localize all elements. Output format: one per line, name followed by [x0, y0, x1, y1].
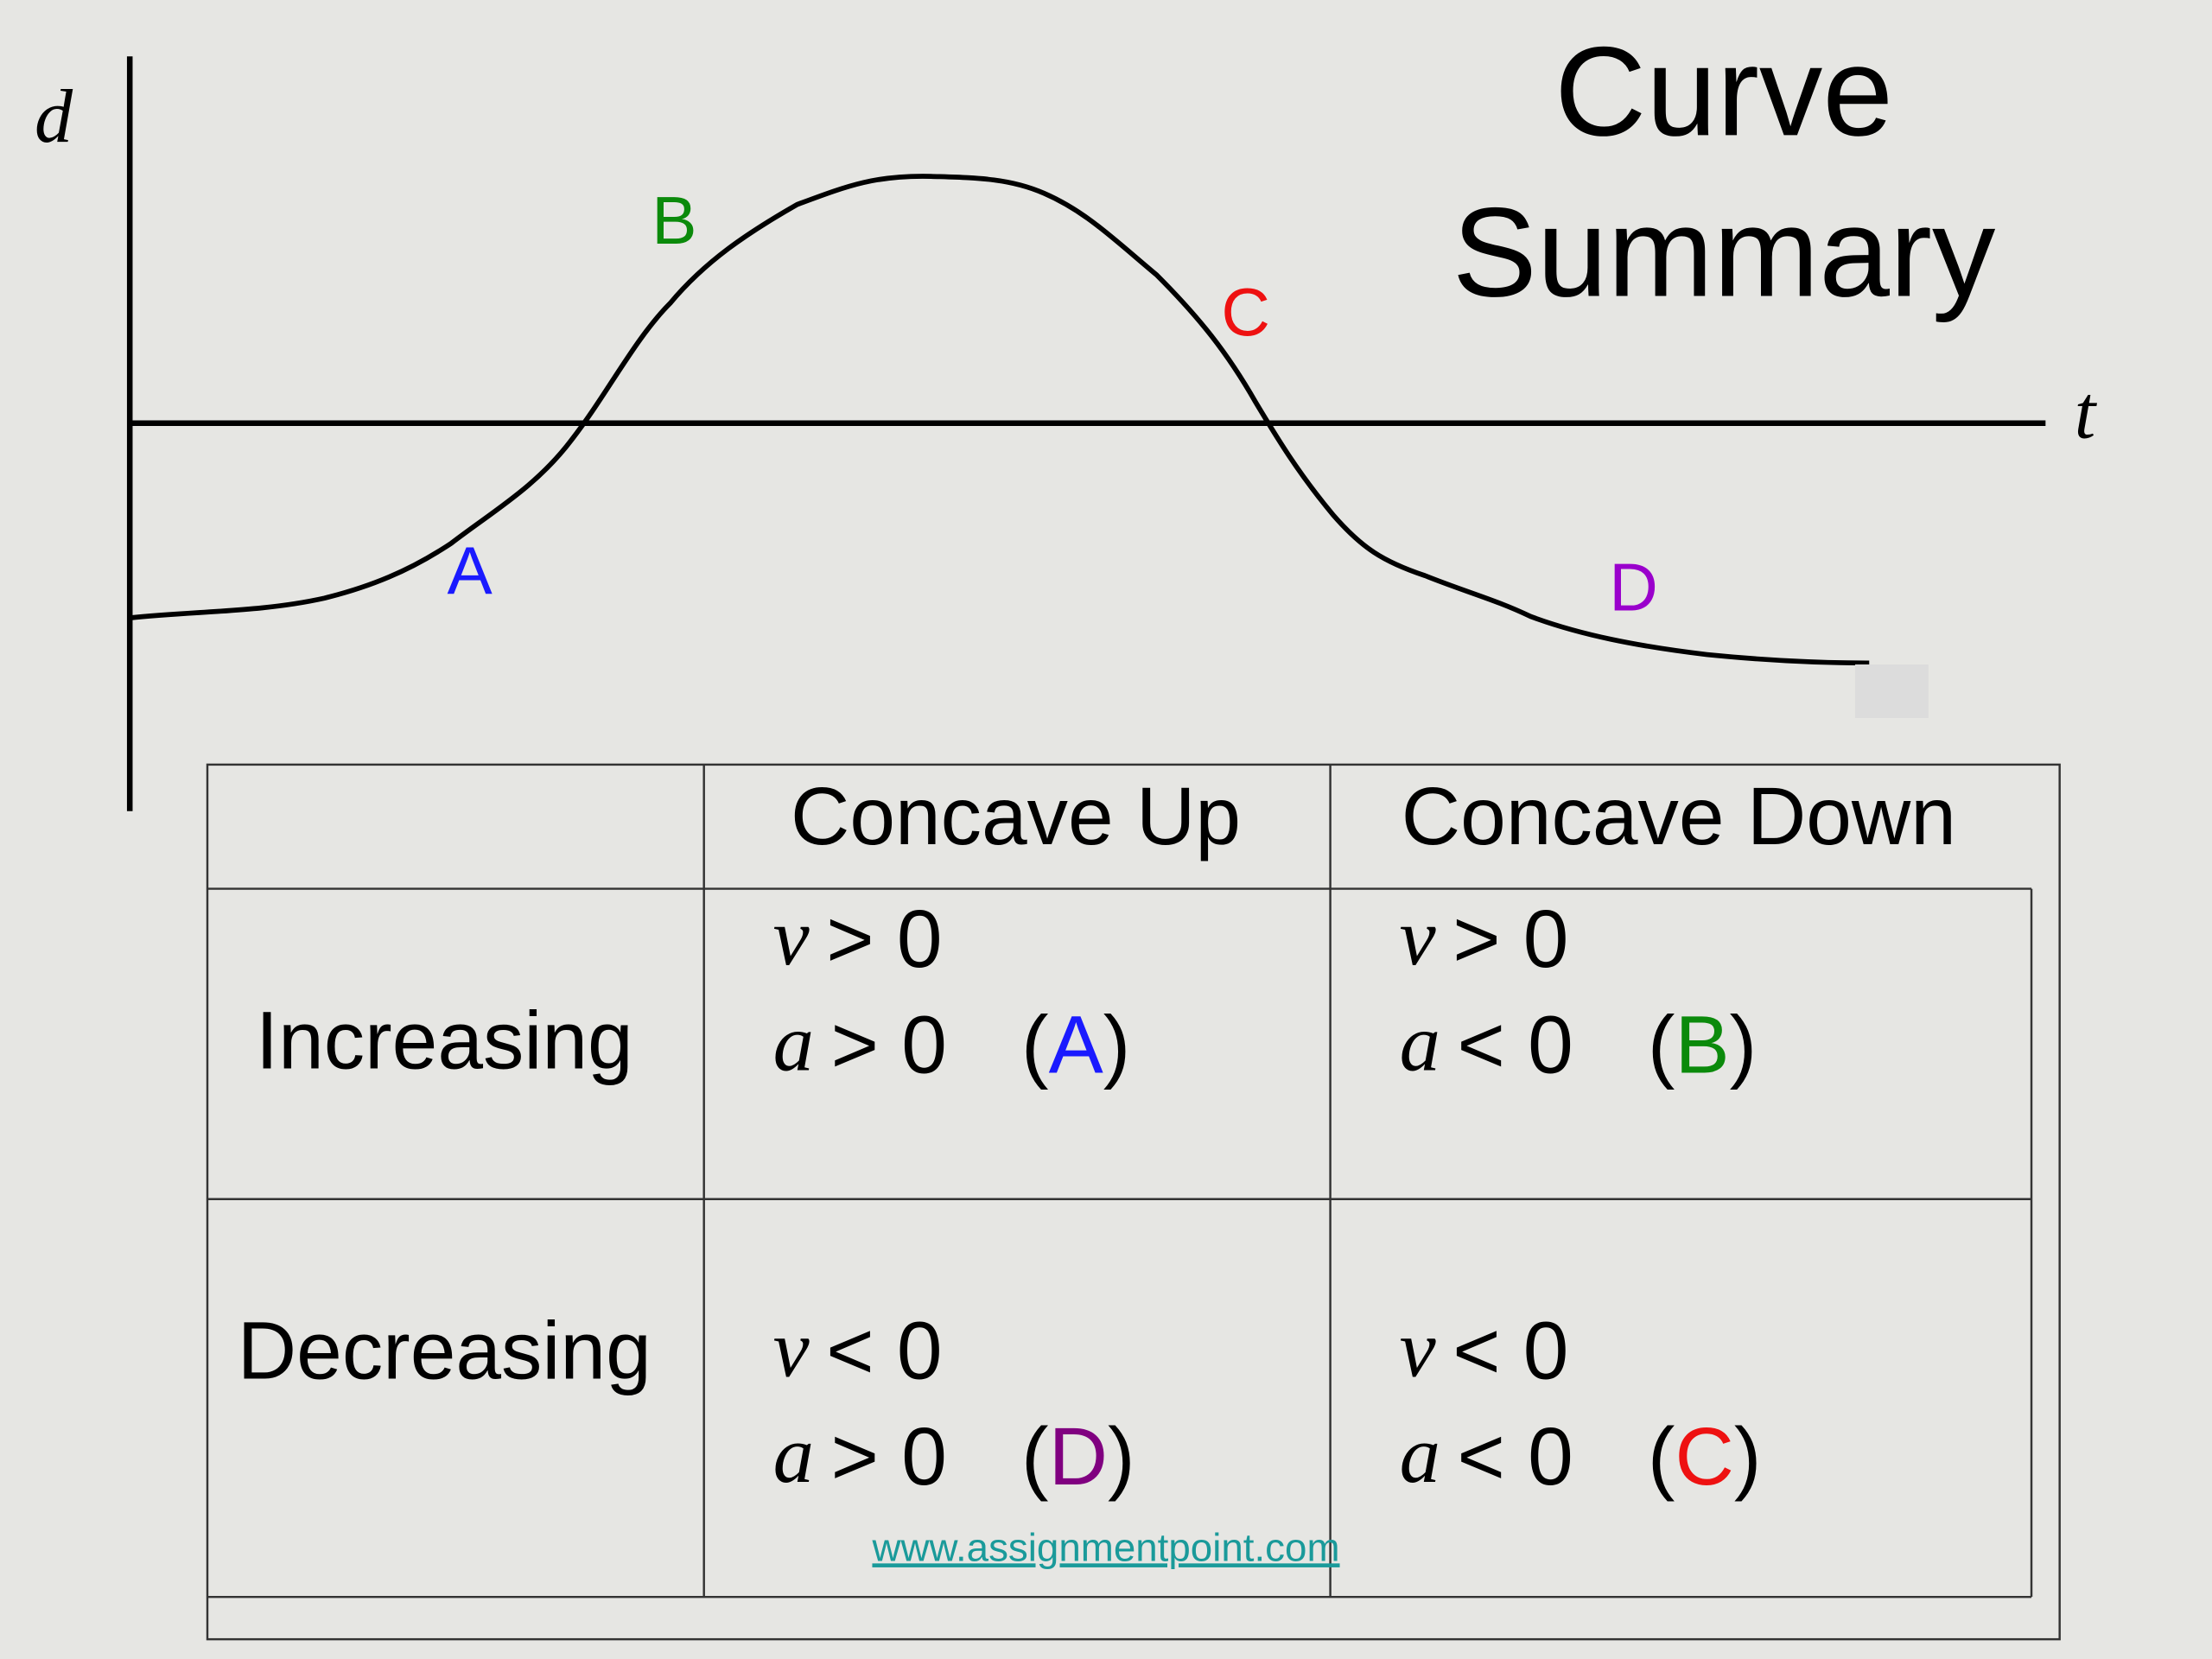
paren: ( — [1021, 1411, 1049, 1503]
variable: a — [773, 998, 814, 1088]
column-header: Concave Up — [791, 771, 1241, 862]
footer-link[interactable]: www.assignmentpoint.com — [871, 1525, 1339, 1569]
row-header: Increasing — [256, 995, 633, 1086]
x-axis-label: t — [2075, 371, 2098, 455]
relation: < 0 — [1458, 1411, 1573, 1503]
title-line: Curve — [1554, 21, 1893, 162]
case-tag: (B) — [1648, 999, 1757, 1090]
paren: ( — [1648, 1411, 1675, 1503]
case-letter: C — [1675, 1411, 1733, 1503]
condition: v > 0 — [773, 893, 943, 985]
variable: a — [1400, 1410, 1440, 1500]
condition: a < 0 — [1400, 1410, 1573, 1503]
point-label: D — [1609, 549, 1658, 625]
point-labels: A B C D — [448, 182, 1658, 625]
row-header: Decreasing — [238, 1306, 652, 1397]
condition: v < 0 — [1400, 1304, 1569, 1396]
relation: < 0 — [1458, 999, 1573, 1090]
case-letter: A — [1049, 999, 1103, 1090]
variable: v — [773, 893, 810, 982]
relation: > 0 — [826, 893, 942, 985]
paren: ) — [1734, 1411, 1762, 1503]
condition: v < 0 — [773, 1304, 943, 1396]
table-border — [206, 763, 2061, 1641]
paren: ) — [1108, 1411, 1135, 1503]
relation: > 0 — [1452, 893, 1568, 985]
point-label: C — [1221, 274, 1270, 350]
relation: > 0 — [831, 1411, 947, 1503]
patch — [1854, 664, 1929, 719]
case-tag: (C) — [1648, 1411, 1761, 1503]
variable: v — [1400, 1304, 1437, 1394]
paren: ( — [1021, 999, 1049, 1090]
case-letter: D — [1049, 1411, 1108, 1503]
paren: ) — [1103, 999, 1131, 1090]
paren: ( — [1648, 999, 1675, 1090]
relation: < 0 — [1452, 1306, 1568, 1397]
paren: ) — [1730, 999, 1758, 1090]
y-axis-label: d — [35, 74, 73, 159]
condition: a < 0 — [1400, 998, 1573, 1090]
condition: a > 0 — [773, 998, 947, 1090]
condition: v > 0 — [1400, 893, 1569, 985]
variable: a — [773, 1410, 814, 1500]
point-label: A — [448, 532, 493, 608]
point-label: B — [652, 182, 696, 258]
case-tag: (D) — [1021, 1411, 1135, 1503]
curve — [129, 174, 1870, 666]
case-tag: (A) — [1021, 999, 1130, 1090]
relation: < 0 — [826, 1306, 942, 1397]
variable: a — [1400, 998, 1440, 1088]
column-header: Concave Down — [1402, 771, 1956, 862]
variable: v — [1400, 893, 1437, 982]
relation: > 0 — [831, 999, 947, 1090]
case-letter: B — [1675, 999, 1729, 1090]
condition: a > 0 — [773, 1410, 947, 1503]
variable: v — [773, 1304, 810, 1394]
title-line: Summary — [1452, 181, 1996, 323]
